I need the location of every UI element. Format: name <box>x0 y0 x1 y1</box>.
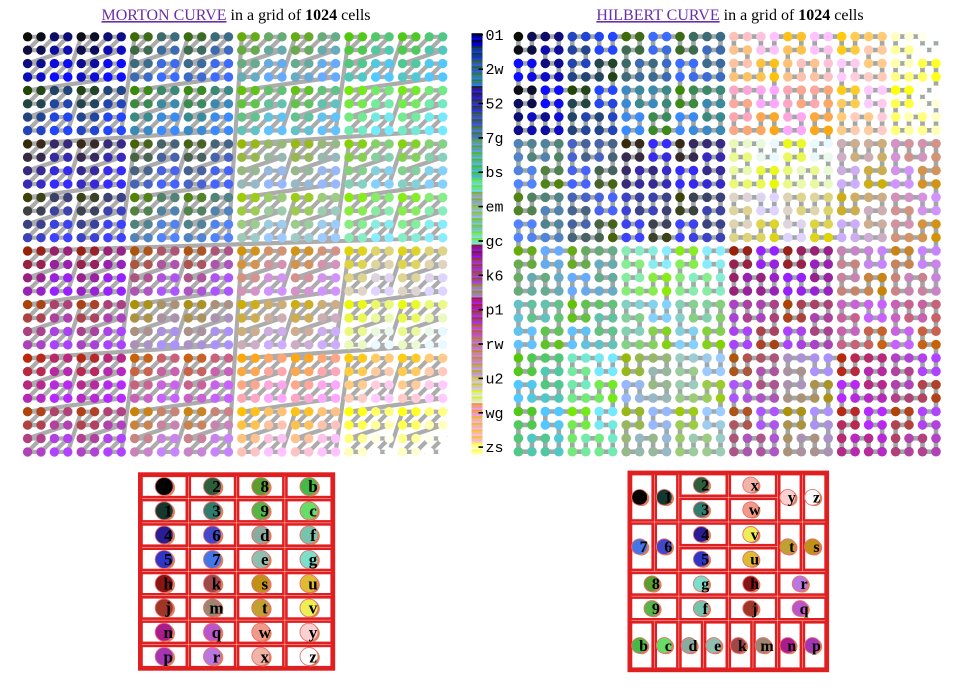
svg-text:9: 9 <box>261 502 270 521</box>
svg-text:q: q <box>800 601 809 618</box>
svg-text:d: d <box>689 638 698 655</box>
svg-text:7g: 7g <box>486 131 504 148</box>
svg-text:z: z <box>309 647 317 666</box>
svg-text:7: 7 <box>640 539 648 556</box>
svg-text:HILBERT CURVE in a grid of 102: HILBERT CURVE in a grid of 1024 cells <box>596 7 863 24</box>
svg-text:01: 01 <box>486 28 504 45</box>
svg-text:5: 5 <box>164 550 173 569</box>
svg-text:k6: k6 <box>486 268 504 285</box>
svg-text:3: 3 <box>701 502 709 519</box>
svg-text:u2: u2 <box>486 371 504 388</box>
svg-text:b: b <box>639 638 648 655</box>
svg-text:g: g <box>701 576 709 593</box>
svg-text:w: w <box>259 623 272 642</box>
svg-text:9: 9 <box>652 601 660 618</box>
svg-text:gc: gc <box>486 234 504 251</box>
svg-text:zs: zs <box>486 440 504 457</box>
svg-text:8: 8 <box>652 576 660 593</box>
svg-text:u: u <box>750 552 759 569</box>
svg-text:j: j <box>751 601 757 618</box>
svg-text:v: v <box>751 527 759 544</box>
svg-text:m: m <box>209 599 223 618</box>
svg-text:f: f <box>310 526 316 545</box>
svg-text:2: 2 <box>212 477 221 496</box>
svg-text:n: n <box>163 623 173 642</box>
svg-text:7: 7 <box>212 550 221 569</box>
svg-text:em: em <box>486 200 504 217</box>
svg-text:1: 1 <box>664 490 672 507</box>
svg-text:1: 1 <box>164 502 173 521</box>
svg-text:y: y <box>309 623 318 642</box>
svg-text:2w: 2w <box>486 62 504 79</box>
svg-text:s: s <box>261 574 268 593</box>
svg-text:c: c <box>665 638 672 655</box>
svg-text:f: f <box>703 601 709 618</box>
svg-text:u: u <box>308 574 317 593</box>
svg-text:r: r <box>213 647 221 666</box>
svg-text:w: w <box>749 502 761 519</box>
svg-text:3: 3 <box>212 502 221 521</box>
svg-text:0: 0 <box>164 477 173 496</box>
svg-text:t: t <box>262 599 268 618</box>
svg-text:e: e <box>714 638 721 655</box>
svg-text:c: c <box>309 502 317 521</box>
svg-text:x: x <box>261 647 270 666</box>
svg-text:5: 5 <box>701 552 709 569</box>
svg-text:6: 6 <box>212 526 221 545</box>
svg-text:8: 8 <box>261 477 270 496</box>
svg-text:p: p <box>163 647 172 666</box>
svg-text:t: t <box>789 539 795 556</box>
svg-text:bs: bs <box>486 165 504 182</box>
svg-text:s: s <box>813 539 819 556</box>
svg-text:v: v <box>309 599 318 618</box>
svg-text:p: p <box>812 638 821 655</box>
svg-text:x: x <box>751 477 759 494</box>
svg-text:6: 6 <box>664 539 672 556</box>
svg-text:h: h <box>163 574 173 593</box>
svg-text:m: m <box>760 638 774 655</box>
svg-text:q: q <box>212 623 222 642</box>
svg-text:n: n <box>787 638 796 655</box>
svg-text:k: k <box>212 574 222 593</box>
svg-text:k: k <box>738 638 747 655</box>
svg-text:h: h <box>750 576 759 593</box>
svg-text:4: 4 <box>701 527 709 544</box>
svg-text:52: 52 <box>486 97 504 114</box>
svg-text:d: d <box>260 526 270 545</box>
svg-text:2: 2 <box>701 477 709 494</box>
svg-text:r: r <box>801 576 808 593</box>
svg-text:y: y <box>788 490 796 507</box>
svg-text:b: b <box>308 477 317 496</box>
svg-text:4: 4 <box>164 526 173 545</box>
svg-text:p1: p1 <box>486 303 504 320</box>
svg-text:0: 0 <box>640 490 648 507</box>
svg-text:e: e <box>261 550 269 569</box>
svg-text:z: z <box>813 490 820 507</box>
svg-text:MORTON CURVE in a grid of 1024: MORTON CURVE in a grid of 1024 cells <box>101 7 370 24</box>
svg-text:wg: wg <box>486 406 504 423</box>
svg-text:rw: rw <box>486 337 504 354</box>
svg-text:j: j <box>164 599 171 618</box>
svg-text:g: g <box>309 550 318 569</box>
